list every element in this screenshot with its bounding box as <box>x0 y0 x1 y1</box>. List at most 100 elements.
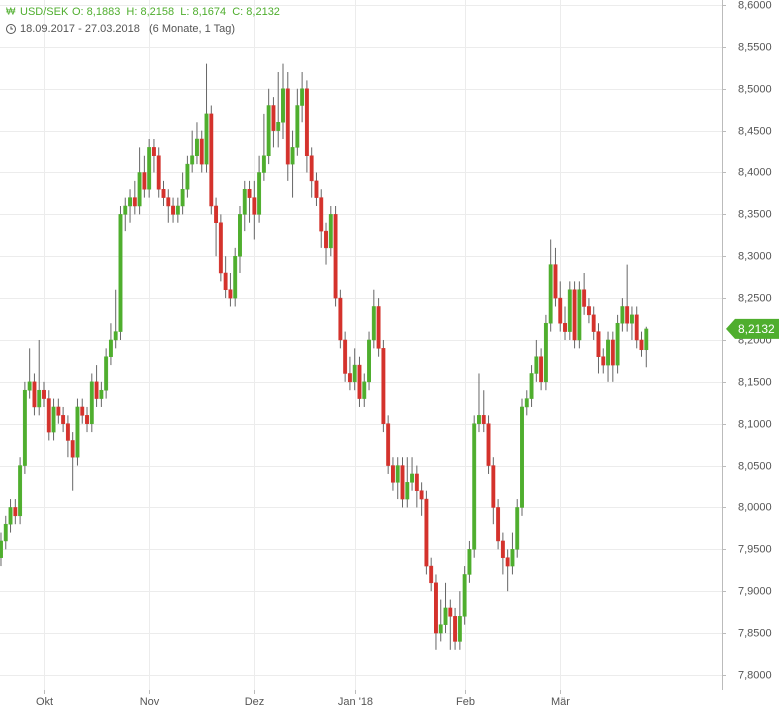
x-tick-label: Mär <box>551 696 570 708</box>
last-price-label: 8,2132 <box>738 322 775 336</box>
candle-body <box>218 222 223 274</box>
symbol: USD/SEK <box>20 6 69 18</box>
candle-body <box>438 624 443 634</box>
candle-body <box>180 188 185 207</box>
candle-body <box>634 314 639 341</box>
candle-body <box>629 314 634 324</box>
x-tick-label: Feb <box>456 696 475 708</box>
clock-hand <box>10 26 13 30</box>
candle-body <box>75 406 80 458</box>
candle-body <box>367 339 371 383</box>
candle-body <box>156 155 161 190</box>
candle-body <box>558 297 563 324</box>
header: ₩ USD/SEK O: 8,1883 H: 8,2158 L: 8,1674 … <box>6 6 280 35</box>
candle-body <box>99 389 104 399</box>
candle-body <box>22 389 27 466</box>
candle-body <box>118 214 123 332</box>
candle-body <box>582 289 587 307</box>
candle-body <box>443 607 448 625</box>
candle-body <box>429 565 434 584</box>
candle-body <box>113 331 118 341</box>
candle-body <box>223 272 228 290</box>
candle-body <box>615 322 620 366</box>
candle-body <box>32 381 37 408</box>
candle-body <box>457 616 462 642</box>
candle-body <box>610 339 615 366</box>
y-tick-label: 8,5500 <box>738 41 772 53</box>
ohlc: O: 8,1883 H: 8,2158 L: 8,1674 C: 8,2132 <box>72 6 280 18</box>
candle-body <box>108 339 113 357</box>
candle-body <box>515 507 520 550</box>
clock-icon <box>6 24 16 34</box>
y-tick-label: 7,8000 <box>738 669 772 681</box>
y-tick-label: 8,2500 <box>738 292 772 304</box>
y-tick-label: 7,9500 <box>738 543 772 555</box>
candle-body <box>419 490 424 500</box>
candle-body <box>644 328 649 351</box>
candle-body <box>37 389 42 408</box>
candle-body <box>195 138 199 157</box>
candle-body <box>261 155 266 173</box>
candle-body <box>324 230 328 249</box>
candle-body <box>27 381 32 391</box>
candle-body <box>510 549 515 567</box>
candle-body <box>486 423 491 466</box>
candle-body <box>434 582 438 634</box>
icon: ₩ <box>6 7 16 18</box>
candle-body <box>328 214 333 249</box>
candle-body <box>400 465 405 500</box>
candle-body <box>591 314 596 332</box>
candle-body <box>46 398 51 433</box>
candle-body <box>175 205 180 215</box>
candle-body <box>247 188 252 198</box>
candle-body <box>252 197 257 215</box>
candle-body <box>80 406 85 416</box>
candle-body <box>18 465 23 517</box>
candle-body <box>347 373 352 383</box>
y-tick-label: 8,5000 <box>738 83 772 95</box>
candle-body <box>8 507 13 525</box>
y-tick-label: 7,9000 <box>738 585 772 597</box>
y-tick-label: 7,8500 <box>738 627 772 639</box>
y-tick-label: 8,4500 <box>738 125 772 137</box>
candle-body <box>61 415 66 424</box>
candle-body <box>276 122 281 131</box>
candle-body <box>520 406 524 508</box>
candle-body <box>204 113 209 165</box>
candle-body <box>496 507 501 542</box>
candle-body <box>343 339 348 374</box>
candle-body <box>567 289 572 332</box>
candle-body <box>171 205 176 215</box>
candle-body <box>309 155 314 182</box>
candle-body <box>539 356 544 383</box>
candle-body <box>242 188 247 215</box>
candle-body <box>505 557 510 567</box>
candle-body <box>271 105 276 131</box>
candle-body <box>281 88 285 123</box>
y-tick-label: 8,0500 <box>738 460 772 472</box>
candle-body <box>185 163 190 190</box>
candle-body <box>472 423 477 550</box>
candle-body <box>42 389 46 399</box>
candle-body <box>209 113 214 207</box>
y-tick-label: 8,3500 <box>738 208 772 220</box>
candle-body <box>300 88 305 106</box>
candle-body <box>477 415 481 424</box>
candle-body <box>596 331 601 357</box>
candle-body <box>56 406 61 416</box>
candle-body <box>151 147 156 157</box>
candle-body <box>199 138 204 165</box>
candle-body <box>553 264 558 299</box>
candle-body <box>161 188 166 198</box>
candle-body <box>601 356 606 366</box>
candle-body <box>13 507 18 517</box>
candle-body <box>94 381 99 399</box>
candle-body <box>295 105 300 148</box>
candle-body <box>338 297 343 341</box>
candle-body <box>606 339 610 366</box>
candle-body <box>453 616 458 642</box>
candle-body <box>362 381 367 399</box>
y-tick-label: 8,1000 <box>738 418 772 430</box>
